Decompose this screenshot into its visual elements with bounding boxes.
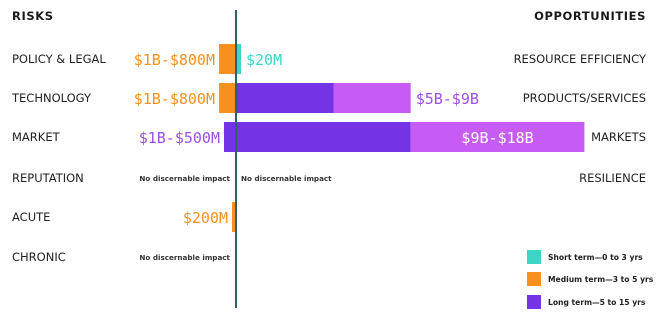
legend-swatch	[527, 250, 541, 264]
risk-categories: POLICY & LEGAL TECHNOLOGY MARKET REPUTATION…	[11, 52, 106, 264]
legend-label: Short term—0 to 3 yrs	[548, 253, 643, 262]
opportunity-value-label: $5B-$9B	[416, 90, 479, 108]
legend-label: Medium term—3 to 5 yrs	[548, 275, 654, 284]
opportunity-no-impact-note: No discernable impact	[241, 174, 332, 183]
risk-category-label: CHRONIC	[12, 250, 66, 264]
opportunity-category-label: MARKETS	[591, 130, 646, 144]
opportunity-bar-segment	[237, 83, 334, 113]
opportunity-bar-segment	[237, 122, 411, 152]
opportunity-categories: RESOURCE EFFICIENCY PRODUCTS/SERVICES MARK…	[514, 52, 647, 185]
legend-label: Long term—5 to 15 yrs	[548, 298, 646, 307]
risk-no-impact-note: No discernable impact	[139, 174, 230, 183]
risk-bar-segment	[219, 83, 236, 113]
value-labels: $1B-$800M $1B-$800M $1B-$500M No discernabl…	[134, 51, 534, 262]
opportunity-value-label: $20M	[246, 51, 282, 69]
risk-no-impact-note: No discernable impact	[139, 253, 230, 262]
risk-value-label: $1B-$800M	[134, 51, 215, 69]
opportunity-category-label: RESOURCE EFFICIENCY	[514, 52, 647, 66]
risk-value-label: $1B-$800M	[134, 90, 215, 108]
risk-bar-segment	[224, 122, 236, 152]
legend-swatch	[527, 272, 541, 286]
risks-header: RISKS	[12, 9, 54, 23]
risk-category-label: TECHNOLOGY	[11, 91, 92, 105]
opportunities-header: OPPORTUNITIES	[534, 9, 646, 23]
legend: Short term—0 to 3 yrs Medium term—3 to 5 …	[527, 250, 654, 309]
risk-value-label: $1B-$500M	[139, 129, 220, 147]
risk-category-label: POLICY & LEGAL	[12, 52, 106, 66]
risk-bar-segment	[219, 44, 236, 74]
opportunity-category-label: PRODUCTS/SERVICES	[523, 91, 646, 105]
risk-category-label: REPUTATION	[12, 171, 84, 185]
legend-swatch	[527, 295, 541, 309]
bars	[219, 44, 585, 232]
risk-value-label: $200M	[183, 209, 228, 227]
risk-category-label: MARKET	[12, 130, 61, 144]
opportunity-bar-segment	[333, 83, 411, 113]
chart-headers: RISKS OPPORTUNITIES	[12, 9, 646, 23]
risk-bar-segment	[232, 202, 236, 232]
risk-category-label: ACUTE	[12, 210, 50, 224]
opportunity-bar-segment	[237, 44, 241, 74]
opportunity-category-label: RESILIENCE	[579, 171, 646, 185]
opportunity-bar-segment	[410, 122, 585, 152]
opportunity-value-label: $9B-$18B	[461, 129, 533, 147]
